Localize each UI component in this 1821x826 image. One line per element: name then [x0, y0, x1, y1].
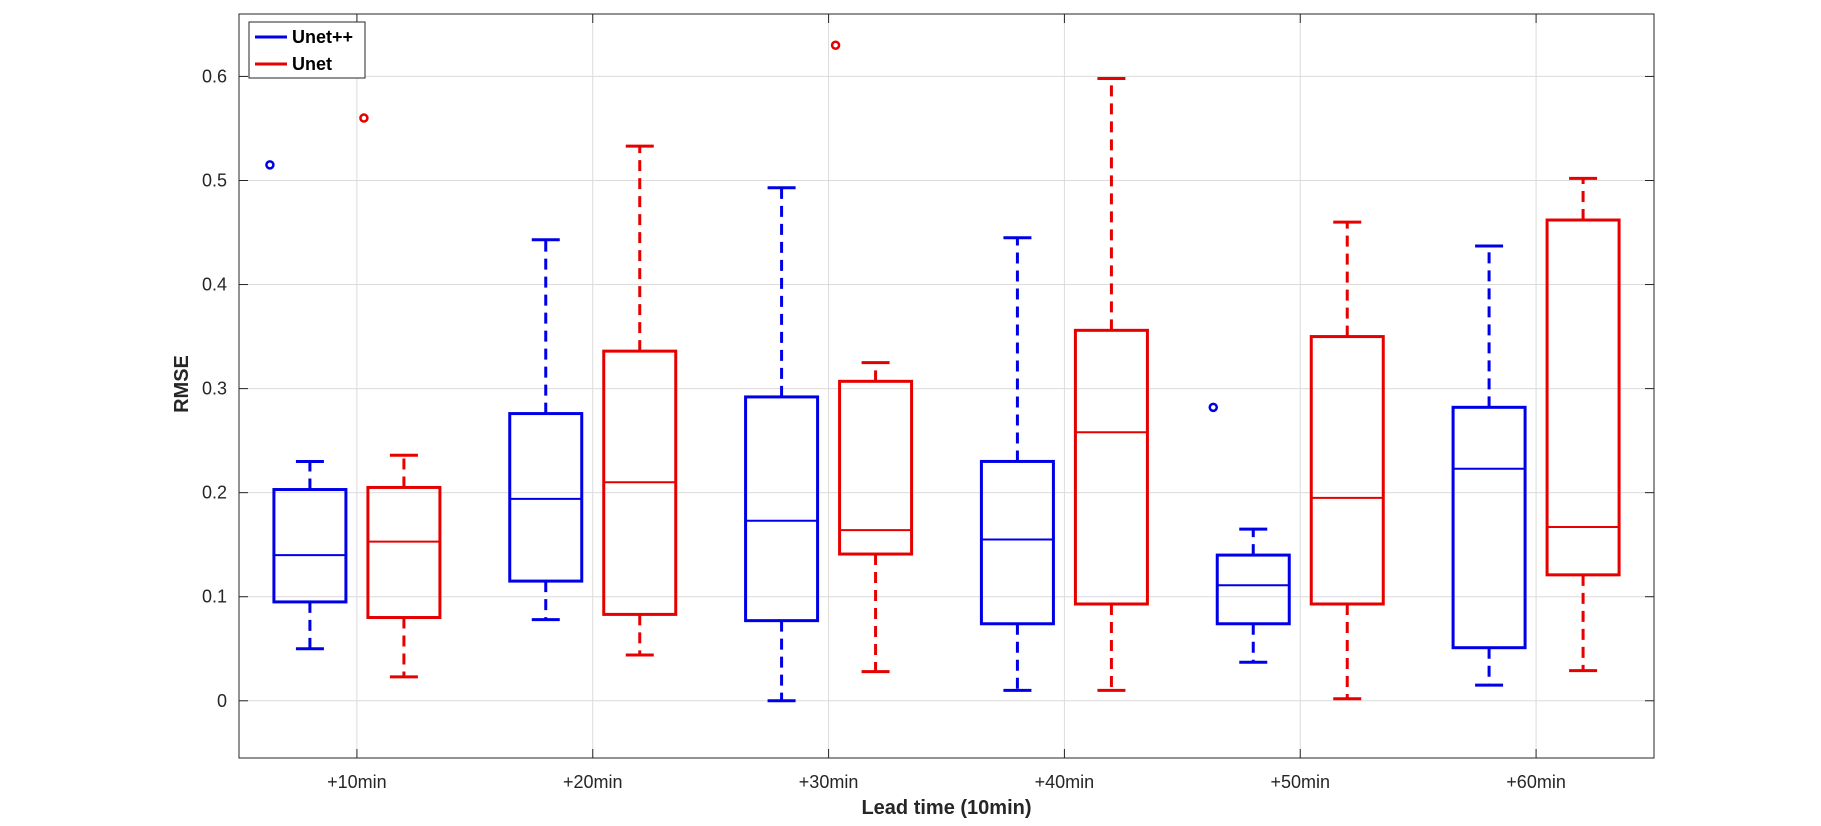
- box: [1451, 405, 1527, 650]
- x-tick-label: +30min: [799, 772, 859, 792]
- y-tick-label: 0.2: [202, 483, 227, 503]
- tick-labels: 0 0.1 0.2 0.3 0.4 0.5 0.6 +10min +20min +30min +40…: [202, 66, 1566, 792]
- x-tick-label: +50min: [1270, 772, 1330, 792]
- x-tick-label: +10min: [327, 772, 387, 792]
- box-group: [359, 113, 442, 679]
- box: [1215, 553, 1291, 626]
- box: [1073, 328, 1149, 606]
- y-tick-label: 0.4: [202, 275, 227, 295]
- box-series: [265, 40, 1621, 703]
- box-group: [979, 236, 1055, 692]
- legend-label: Unet: [292, 54, 332, 74]
- box-group: [830, 40, 914, 674]
- legend-box: [248, 21, 366, 79]
- box: [744, 395, 820, 623]
- axes: [238, 13, 1655, 759]
- y-axis-title: RMSE: [171, 355, 193, 413]
- box-group: [508, 238, 584, 622]
- box-group: [744, 186, 820, 703]
- legend: Unet++ Unet: [248, 21, 366, 79]
- box-group: [602, 144, 678, 657]
- plot-frame: [238, 13, 1655, 759]
- box-group: [1545, 176, 1621, 673]
- outlier-point: [1208, 402, 1218, 413]
- box-group: [1208, 402, 1291, 664]
- outlier-point: [359, 113, 369, 123]
- outlier-point: [265, 160, 275, 170]
- box: [272, 488, 348, 604]
- box-group: [1451, 244, 1527, 687]
- outlier-point: [830, 40, 841, 50]
- x-tick-label: +20min: [563, 772, 623, 792]
- x-axis-title: Lead time (10min): [861, 797, 1031, 819]
- box: [508, 412, 584, 583]
- y-tick-label: 0.3: [202, 379, 227, 399]
- y-tick-label: 0.5: [202, 170, 227, 190]
- y-tick-label: 0.6: [202, 66, 227, 86]
- y-tick-label: 0: [217, 691, 227, 711]
- grid-lines: [239, 14, 1654, 758]
- legend-label: Unet++: [292, 27, 353, 47]
- x-tick-label: +40min: [1035, 772, 1095, 792]
- box: [979, 459, 1055, 626]
- y-tick-label: 0.1: [202, 587, 227, 607]
- box: [1545, 218, 1621, 577]
- box-group: [1309, 220, 1385, 701]
- box: [1309, 335, 1385, 606]
- box-group: [265, 160, 348, 651]
- x-tick-label: +60min: [1506, 772, 1566, 792]
- box-group: [1073, 77, 1149, 692]
- box: [366, 485, 442, 620]
- box: [838, 379, 914, 556]
